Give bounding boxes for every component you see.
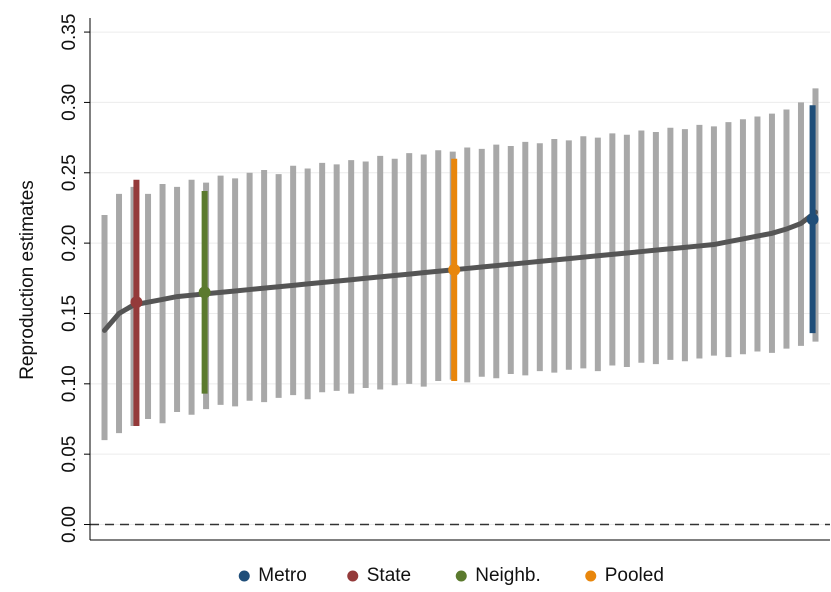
highlight-point <box>448 263 461 276</box>
y-tick-label: 0.30 <box>59 84 80 121</box>
y-tick-label: 0.35 <box>59 14 80 51</box>
legend-label: Neighb. <box>475 565 541 586</box>
highlight-point <box>130 296 143 309</box>
y-tick-label: 0.00 <box>59 506 80 543</box>
legend-marker <box>238 570 250 582</box>
y-tick-label: 0.15 <box>59 295 80 332</box>
y-tick-label: 0.20 <box>59 225 80 262</box>
legend-marker <box>455 570 467 582</box>
legend-marker <box>347 570 359 582</box>
legend-label: State <box>367 565 411 586</box>
legend-label: Metro <box>258 565 307 586</box>
y-axis-label: Reproduction estimates <box>17 180 38 380</box>
legend-label: Pooled <box>605 565 664 586</box>
y-tick-label: 0.10 <box>59 365 80 402</box>
y-tick-label: 0.05 <box>59 436 80 473</box>
y-tick-label: 0.25 <box>59 154 80 191</box>
highlight-point <box>806 213 819 226</box>
highlight-point <box>198 286 211 299</box>
legend-marker <box>585 570 597 582</box>
